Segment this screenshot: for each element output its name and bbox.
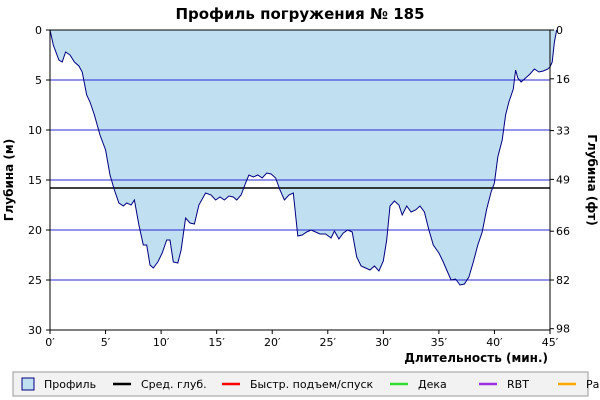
x-tick-label: 0′: [45, 336, 55, 349]
legend-swatch-profile: [21, 377, 35, 391]
y-tick-label-left: 5: [35, 74, 42, 87]
y-tick-label-left: 0: [35, 24, 42, 37]
x-tick-label: 15′: [208, 336, 225, 349]
y-tick-label-left: 15: [28, 174, 42, 187]
axis-ticks: 0 5 10 15 20 25 30 0 16 33 49 66 82 98 0′ 5′ 10′ 15′ 20′ 25…: [28, 24, 570, 349]
x-tick-label: 25′: [320, 336, 337, 349]
y-tick-label-left: 30: [28, 324, 42, 337]
legend-label: Раб.: [586, 378, 600, 391]
x-tick-label: 10′: [153, 336, 170, 349]
x-tick-label: 35′: [431, 336, 448, 349]
x-axis-title: Длительность (мин.): [404, 351, 548, 365]
y-tick-label-right: 98: [556, 323, 570, 336]
y-tick-label-right: 33: [556, 125, 570, 138]
chart-title: Профиль погружения № 185: [175, 5, 424, 23]
profile-area: [50, 30, 557, 285]
legend-label: Профиль: [44, 378, 96, 391]
y-tick-label-left: 20: [28, 224, 42, 237]
x-tick-label: 20′: [264, 336, 281, 349]
y-tick-label-right: 66: [556, 225, 570, 238]
legend-label: Сред. глуб.: [141, 378, 207, 391]
legend-label: Дека: [418, 378, 447, 391]
x-tick-label: 5′: [101, 336, 111, 349]
y-tick-label-left: 25: [28, 274, 42, 287]
y-axis-title-left: Глубина (м): [2, 139, 16, 221]
legend-label: Быстр. подъем/спуск: [250, 378, 374, 391]
x-tick-label: 30′: [375, 336, 392, 349]
legend-items: Профиль Сред. глуб. Быстр. подъем/спуск Дек…: [21, 377, 600, 391]
legend-label: RBT: [507, 378, 529, 391]
y-axis-title-right: Глубина (фт): [585, 134, 599, 225]
x-tick-label: 45′: [542, 336, 559, 349]
profile-line: [49, 29, 558, 286]
y-tick-label-right: 82: [556, 274, 570, 287]
y-tick-label-right: 0: [556, 24, 563, 37]
y-tick-label-right: 16: [556, 73, 570, 86]
plot-area: [49, 29, 558, 331]
legend: Профиль Сред. глуб. Быстр. подъем/спуск Дек…: [12, 371, 600, 397]
y-tick-label-right: 49: [556, 173, 570, 186]
y-tick-label-left: 10: [28, 124, 42, 137]
x-tick-label: 40′: [486, 336, 503, 349]
